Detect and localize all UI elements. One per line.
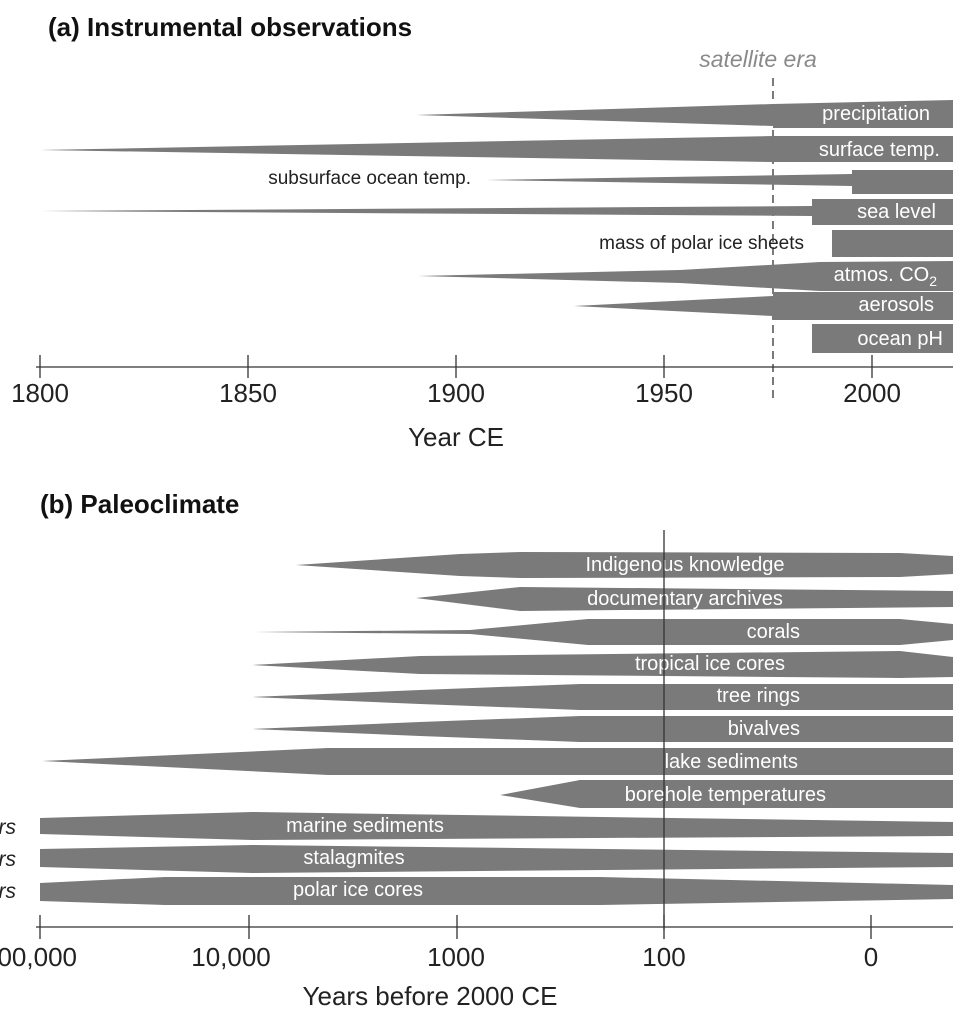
record-band-aerosols xyxy=(574,292,953,320)
record-band-mass-of-polar-ice-sheets xyxy=(832,230,953,257)
x-tick-label-2000: 2000 xyxy=(843,378,901,408)
panel-b: (b) Paleoclimate rs rs rs Indigenous kno… xyxy=(0,489,953,1011)
record-label-marine-sediments: marine sediments xyxy=(286,815,444,837)
x-tick-label-100: 100 xyxy=(642,942,685,972)
record-label-aerosols: aerosols xyxy=(858,294,934,316)
record-label-atmos-co2: atmos. CO2 xyxy=(834,264,938,289)
record-label-documentary-archives: documentary archives xyxy=(587,588,783,610)
record-band-stalagmites xyxy=(40,845,953,873)
record-band-bivalves xyxy=(252,716,953,742)
record-band-ocean-ph xyxy=(812,324,953,353)
record-band-tropical-ice-cores xyxy=(252,651,953,678)
record-band-surface-temp xyxy=(40,136,953,162)
panel-a-x-ticks xyxy=(39,355,873,378)
record-label-surface-temp: surface temp. xyxy=(819,139,940,161)
panel-a-x-axis-title: Year CE xyxy=(408,422,504,452)
record-label-lake-sediments: lake sediments xyxy=(665,751,798,773)
x-tick-label-10000: 10,000 xyxy=(191,942,271,972)
side-label-2: rs xyxy=(0,848,16,871)
panel-b-x-ticks xyxy=(39,915,872,939)
panel-a-title: (a) Instrumental observations xyxy=(48,12,412,42)
panel-b-title: (b) Paleoclimate xyxy=(40,489,239,519)
record-band-indigenous-knowledge xyxy=(296,552,953,578)
record-label-corals: corals xyxy=(747,621,800,643)
record-label-indigenous-knowledge: Indigenous knowledge xyxy=(585,554,784,576)
record-band-sea-level xyxy=(40,199,953,225)
x-tick-label-0: 0 xyxy=(864,942,878,972)
record-band-lake-sediments xyxy=(42,748,953,775)
panel-b-x-axis-title: Years before 2000 CE xyxy=(303,981,558,1011)
x-tick-label-1800: 1800 xyxy=(11,378,69,408)
record-band-tree-rings xyxy=(252,684,953,710)
x-tick-label-1000: 1000 xyxy=(427,942,485,972)
record-label-precipitation: precipitation xyxy=(822,103,930,125)
x-tick-label-1850: 1850 xyxy=(219,378,277,408)
record-band-polar-ice-cores xyxy=(40,877,953,905)
record-band-subsurface-ocean-temp xyxy=(486,170,953,194)
record-band-borehole-temperatures xyxy=(500,780,953,808)
record-label-tropical-ice-cores: tropical ice cores xyxy=(635,653,785,675)
side-label-1: rs xyxy=(0,816,16,839)
panel-a: (a) Instrumental observations satellite … xyxy=(11,12,953,452)
record-band-atmos-co2 xyxy=(418,261,953,291)
satellite-era-label: satellite era xyxy=(699,46,817,72)
x-tick-label-1900: 1900 xyxy=(427,378,485,408)
record-band-marine-sediments xyxy=(40,812,953,840)
record-band-documentary-archives xyxy=(416,587,953,611)
record-label-stalagmites: stalagmites xyxy=(303,847,404,869)
record-label-bivalves: bivalves xyxy=(728,718,800,740)
record-label-sea-level: sea level xyxy=(857,201,936,223)
record-label-polar-ice-cores: polar ice cores xyxy=(293,879,423,901)
x-tick-label-1950: 1950 xyxy=(635,378,693,408)
record-label-ocean-ph: ocean pH xyxy=(857,328,943,350)
record-label-tree-rings: tree rings xyxy=(717,685,800,707)
record-label-subsurface-ocean-temp: subsurface ocean temp. xyxy=(268,168,471,189)
x-tick-label-100000: 100,000 xyxy=(0,942,77,972)
side-label-3: rs xyxy=(0,880,16,903)
record-band-corals xyxy=(252,619,953,645)
record-label-borehole-temperatures: borehole temperatures xyxy=(625,784,826,806)
record-label-mass-of-polar-ice-sheets: mass of polar ice sheets xyxy=(599,233,804,254)
record-band-precipitation xyxy=(416,100,953,128)
